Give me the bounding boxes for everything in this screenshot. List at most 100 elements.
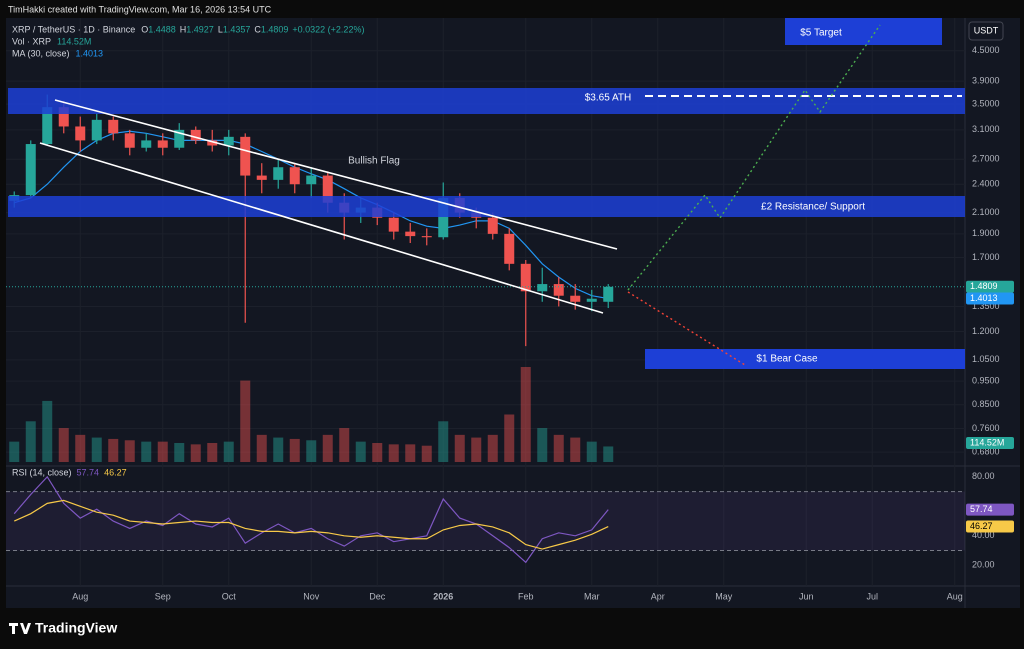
last-price-badge-bg	[966, 280, 1014, 293]
candle-body	[405, 231, 416, 237]
candle-body	[289, 167, 300, 185]
candle-body	[75, 126, 86, 141]
candle-body	[487, 217, 498, 234]
legend-text: L	[218, 24, 223, 34]
x-tick-label: Jun	[799, 591, 814, 601]
logo-text: TradingView	[35, 620, 117, 636]
y-tick-label: 2.7000	[972, 154, 1000, 164]
volume-bar	[25, 421, 36, 462]
candle-body	[438, 197, 449, 238]
rsi-line	[14, 499, 609, 550]
ma-badge-bg	[966, 292, 1014, 305]
y-tick-label: 1.7000	[972, 252, 1000, 262]
volume-bar	[372, 443, 383, 462]
candle-body	[306, 175, 317, 185]
footer-logo: TradingView	[9, 620, 117, 636]
volume-badge: 114.52M	[970, 437, 1004, 447]
flag-lower	[39, 142, 604, 314]
y-tick-label: 1.9000	[972, 228, 1000, 238]
volume-bar	[421, 445, 432, 462]
volume-bar	[273, 437, 284, 462]
last-price-badge: 1.4809	[970, 281, 998, 291]
legend-text: 46.27	[104, 467, 127, 477]
candle-body	[256, 175, 267, 180]
chart-area	[6, 18, 1020, 608]
volume-bar	[306, 440, 317, 462]
volume-bar	[339, 428, 350, 462]
legend-text: 1.4927	[186, 24, 214, 34]
y-tick-label: 1.2000	[972, 326, 1000, 336]
x-tick-label: Jul	[866, 591, 878, 601]
legend-text: 114.52M	[57, 36, 91, 46]
x-tick-label: Oct	[222, 591, 237, 601]
y-tick-label: 2.4000	[972, 179, 1000, 189]
volume-bar	[520, 367, 531, 462]
legend-text: XRP / TetherUS · 1D · Binance	[12, 24, 135, 34]
volume-bar	[537, 428, 548, 462]
volume-bar	[322, 434, 333, 462]
rsi-band	[6, 491, 965, 551]
currency-button[interactable]	[968, 21, 1004, 41]
legend-text: Vol · XRP	[12, 36, 51, 46]
candle-body	[124, 133, 135, 148]
y-tick-label: 3.5000	[972, 98, 1000, 108]
rsi-line	[13, 475, 609, 564]
volume-bar	[454, 434, 465, 462]
y-tick-label: 1.3500	[972, 301, 1000, 311]
drawings: Bullish Flag $3.65 ATH £2 Resistance/ Su…	[8, 18, 965, 369]
x-tick-label: 2026	[433, 591, 453, 601]
y-tick-label: 3.9000	[972, 75, 1000, 85]
candle-body	[157, 140, 168, 148]
annotation: £2 Resistance/ Support	[761, 202, 865, 213]
flag-upper	[54, 99, 618, 250]
legend-text: 1.4488	[148, 24, 176, 34]
x-tick-label: Apr	[651, 591, 665, 601]
x-tick-label: Aug	[947, 591, 963, 601]
volume-bar	[157, 441, 168, 462]
volume-bar	[207, 443, 218, 462]
candle-body	[322, 175, 333, 203]
rsi-badge: 57.74	[970, 504, 993, 514]
ma-badge: 1.4013	[970, 293, 998, 303]
volume-bar	[570, 437, 581, 462]
x-tick-label: May	[715, 591, 733, 601]
x-tick-label: Dec	[369, 591, 386, 601]
legend-text: 1.4809	[261, 24, 289, 34]
volume-bar	[141, 441, 152, 462]
legend-text: MA (30, close)	[12, 48, 70, 58]
annotation: $1 Bear Case	[756, 354, 818, 365]
candle-body	[273, 167, 284, 180]
volume-bar	[108, 438, 119, 462]
volume-bar	[405, 444, 416, 462]
volume-bar	[487, 434, 498, 462]
candle-body	[388, 217, 399, 232]
volume-bar	[42, 400, 53, 462]
y-tick-label: 0.7600	[972, 423, 1000, 433]
legend-text: H	[180, 24, 187, 34]
legend-text: C	[254, 24, 261, 34]
x-tick-label: Mar	[584, 591, 600, 601]
y-tick-label: 0.8500	[972, 399, 1000, 409]
legend-text: 57.74	[77, 467, 100, 477]
volume-bar	[504, 414, 515, 462]
x-tick-label: Feb	[518, 591, 534, 601]
candle-body	[520, 263, 531, 292]
candle-body	[25, 144, 36, 196]
currency-label[interactable]: USDT	[974, 25, 999, 35]
volume-bar	[289, 438, 300, 462]
candle-body	[58, 107, 69, 127]
y-tick-label: 80.00	[972, 471, 995, 481]
volume-bar	[471, 437, 482, 462]
y-tick-label: 20.00	[972, 560, 995, 570]
candle-body	[603, 286, 614, 302]
volume-bar	[223, 441, 234, 462]
candle-body	[207, 140, 218, 146]
volume-bar	[9, 441, 20, 462]
candle-body	[504, 233, 515, 264]
legend-text: 1.4357	[223, 24, 251, 34]
volume-bar	[256, 434, 267, 462]
volume-bar	[438, 421, 449, 462]
candle-body	[91, 119, 102, 141]
